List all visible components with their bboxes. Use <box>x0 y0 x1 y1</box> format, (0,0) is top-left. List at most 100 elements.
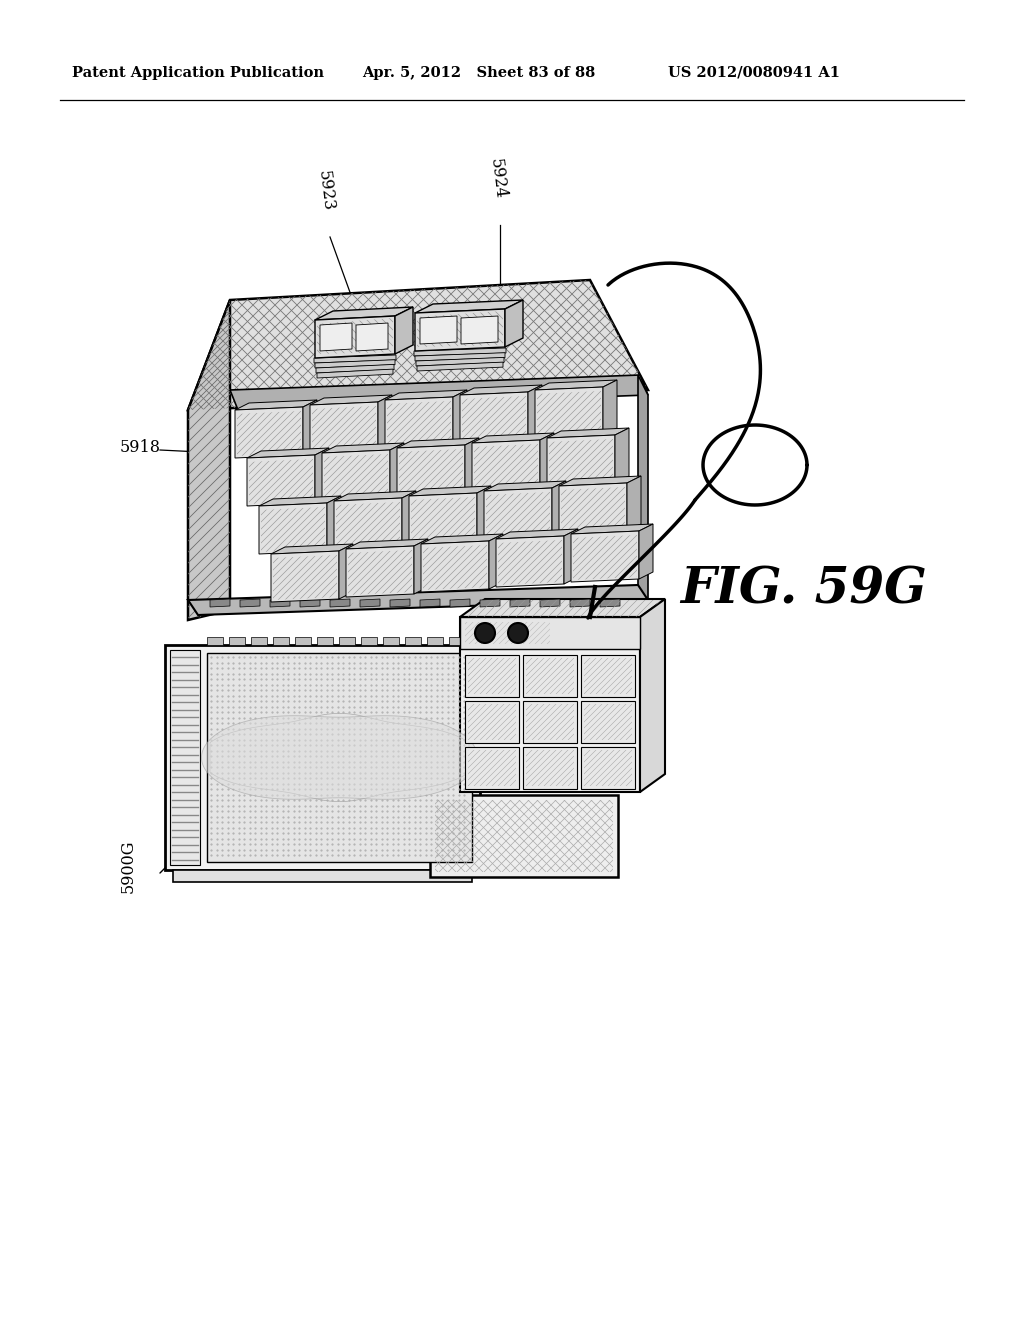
Polygon shape <box>496 529 578 539</box>
Polygon shape <box>561 487 625 532</box>
Polygon shape <box>460 392 528 444</box>
Text: Patent Application Publication: Patent Application Publication <box>72 66 324 81</box>
Text: Apr. 5, 2012   Sheet 83 of 88: Apr. 5, 2012 Sheet 83 of 88 <box>362 66 595 81</box>
Polygon shape <box>498 540 562 585</box>
Polygon shape <box>526 750 574 785</box>
Polygon shape <box>240 599 260 607</box>
Polygon shape <box>417 362 503 371</box>
Polygon shape <box>462 396 526 441</box>
Polygon shape <box>465 622 550 644</box>
Polygon shape <box>230 375 648 411</box>
Polygon shape <box>229 638 245 645</box>
Polygon shape <box>584 750 632 785</box>
Polygon shape <box>435 800 613 873</box>
Polygon shape <box>414 539 428 594</box>
Polygon shape <box>259 503 327 554</box>
Polygon shape <box>270 599 290 607</box>
Polygon shape <box>251 638 267 645</box>
Polygon shape <box>570 599 590 607</box>
Polygon shape <box>188 585 648 615</box>
Polygon shape <box>573 535 637 579</box>
Polygon shape <box>316 364 394 374</box>
Polygon shape <box>399 449 463 494</box>
Polygon shape <box>450 599 470 607</box>
Polygon shape <box>315 447 329 503</box>
Polygon shape <box>383 638 399 645</box>
Polygon shape <box>505 300 523 347</box>
Polygon shape <box>523 747 577 789</box>
Polygon shape <box>449 638 465 645</box>
Polygon shape <box>638 375 648 610</box>
Polygon shape <box>165 645 480 870</box>
Text: 5900G: 5900G <box>120 840 136 894</box>
Polygon shape <box>627 477 641 531</box>
Polygon shape <box>385 389 467 400</box>
Polygon shape <box>300 599 319 607</box>
Polygon shape <box>402 491 416 546</box>
Polygon shape <box>416 358 504 366</box>
Circle shape <box>475 623 495 643</box>
Polygon shape <box>472 433 554 444</box>
Polygon shape <box>207 638 223 645</box>
Polygon shape <box>564 529 578 583</box>
Polygon shape <box>581 655 635 697</box>
Polygon shape <box>188 280 648 411</box>
Polygon shape <box>234 400 317 411</box>
Polygon shape <box>397 445 465 496</box>
Polygon shape <box>346 539 428 549</box>
Polygon shape <box>468 750 516 785</box>
Polygon shape <box>510 599 530 607</box>
Polygon shape <box>535 387 603 438</box>
Polygon shape <box>523 701 577 743</box>
Polygon shape <box>397 438 479 447</box>
Polygon shape <box>465 655 519 697</box>
Polygon shape <box>409 486 490 496</box>
Polygon shape <box>378 395 392 450</box>
Polygon shape <box>462 601 663 616</box>
Polygon shape <box>540 433 554 488</box>
Polygon shape <box>237 411 301 455</box>
Polygon shape <box>584 704 632 741</box>
Polygon shape <box>361 638 377 645</box>
Polygon shape <box>415 309 505 351</box>
Polygon shape <box>460 616 640 792</box>
Polygon shape <box>310 395 392 405</box>
Polygon shape <box>210 599 230 607</box>
Polygon shape <box>395 308 413 354</box>
Polygon shape <box>484 488 552 539</box>
Polygon shape <box>640 599 665 792</box>
Polygon shape <box>528 385 542 440</box>
Polygon shape <box>207 653 472 862</box>
Polygon shape <box>489 535 503 589</box>
Polygon shape <box>537 391 601 436</box>
Polygon shape <box>540 599 560 607</box>
Polygon shape <box>581 701 635 743</box>
Polygon shape <box>477 486 490 541</box>
Polygon shape <box>324 454 388 499</box>
Polygon shape <box>472 440 540 491</box>
Polygon shape <box>420 315 457 345</box>
Polygon shape <box>303 400 317 455</box>
Polygon shape <box>423 545 487 590</box>
Polygon shape <box>526 657 574 694</box>
Polygon shape <box>319 323 352 351</box>
Polygon shape <box>453 389 467 445</box>
Polygon shape <box>547 428 629 438</box>
Polygon shape <box>460 616 640 649</box>
Polygon shape <box>387 401 451 446</box>
Polygon shape <box>584 657 632 694</box>
Polygon shape <box>496 536 564 587</box>
Text: 5923: 5923 <box>315 169 337 213</box>
Polygon shape <box>468 704 516 741</box>
Polygon shape <box>247 447 329 458</box>
Polygon shape <box>549 440 613 484</box>
Polygon shape <box>615 428 629 483</box>
Polygon shape <box>406 638 421 645</box>
Polygon shape <box>315 315 395 358</box>
Polygon shape <box>460 385 542 395</box>
Polygon shape <box>317 370 393 378</box>
Polygon shape <box>415 300 523 313</box>
Text: US 2012/0080941 A1: US 2012/0080941 A1 <box>668 66 840 81</box>
Polygon shape <box>339 544 353 599</box>
Polygon shape <box>356 323 388 351</box>
